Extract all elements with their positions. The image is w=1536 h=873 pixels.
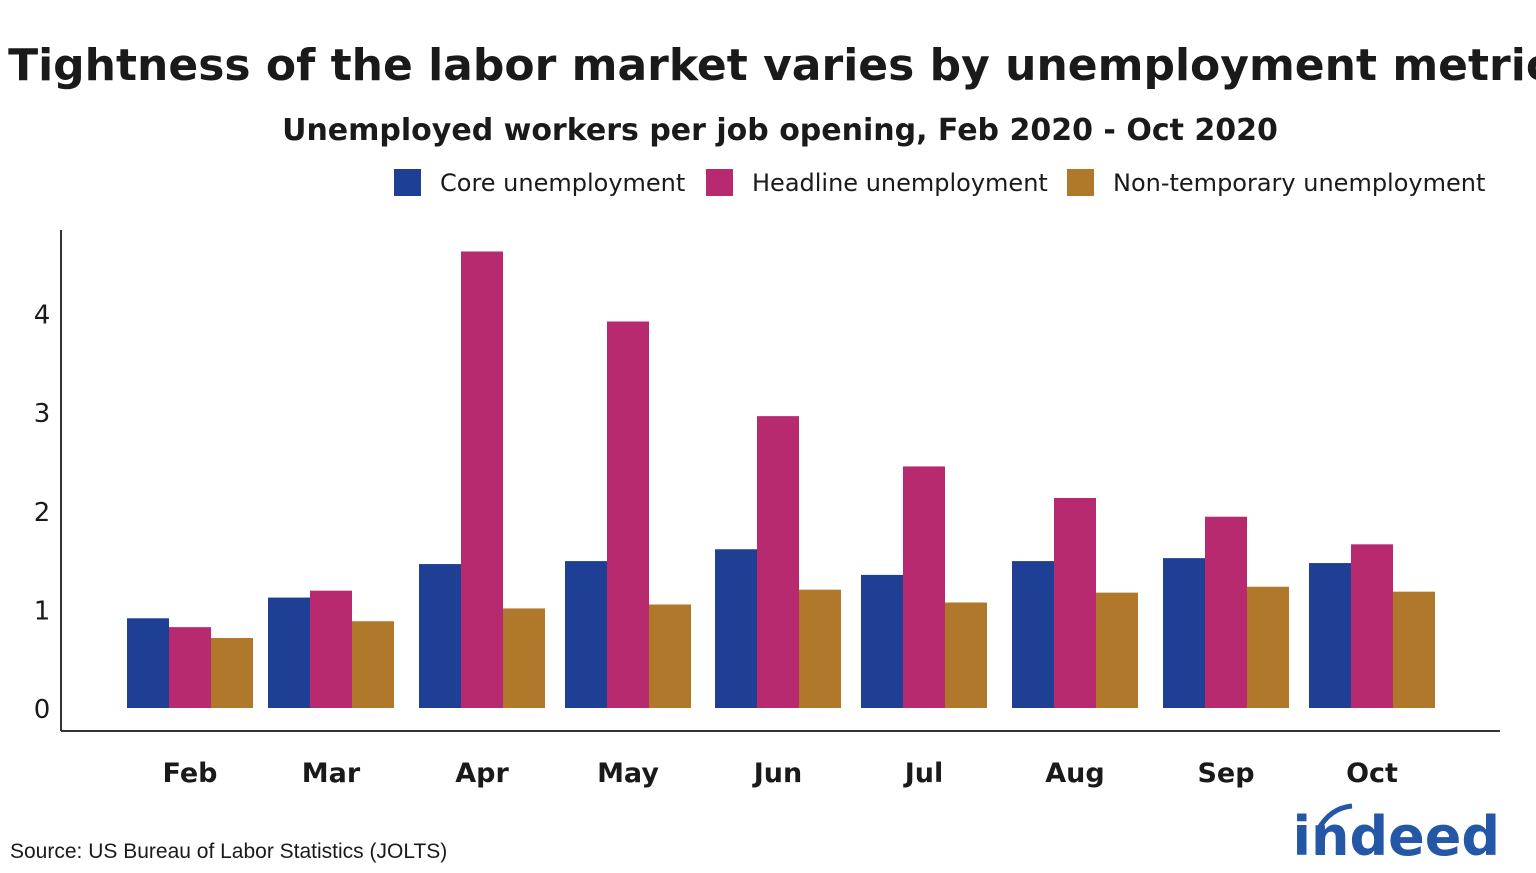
legend-label: Headline unemployment xyxy=(752,169,1048,197)
x-tick-label: Jun xyxy=(752,758,803,789)
legend-swatch xyxy=(394,169,421,196)
bar-aug-series-0 xyxy=(1012,561,1054,708)
bar-oct-series-1 xyxy=(1351,544,1393,708)
bar-sep-series-0 xyxy=(1163,558,1205,708)
y-tick-label: 4 xyxy=(34,301,51,331)
chart-subtitle: Unemployed workers per job opening, Feb … xyxy=(282,113,1278,148)
legend: Core unemployment Headline unemployment No… xyxy=(394,169,1485,197)
bar-jun-series-1 xyxy=(757,416,799,708)
bar-jun-series-2 xyxy=(799,589,841,708)
legend-label: Non-temporary unemployment xyxy=(1113,169,1485,197)
logo-text: indeed xyxy=(1292,805,1500,868)
y-tick-label: 3 xyxy=(34,399,51,429)
bar-aug-series-2 xyxy=(1096,592,1138,708)
y-tick-label: 1 xyxy=(34,596,51,626)
y-tick-label: 2 xyxy=(34,498,51,528)
x-tick-label: Oct xyxy=(1346,758,1398,789)
bar-apr-series-0 xyxy=(419,564,461,708)
bars xyxy=(127,251,1435,708)
logo-arc-icon xyxy=(1315,803,1353,832)
x-tick-label: Aug xyxy=(1045,758,1104,789)
x-axis: Feb Mar Apr May Jun Jul Aug Sep Oct xyxy=(163,758,1399,789)
bar-feb-series-2 xyxy=(211,637,253,708)
bar-apr-series-1 xyxy=(461,251,503,708)
bar-aug-series-1 xyxy=(1054,497,1096,708)
x-tick-label: May xyxy=(597,758,659,789)
bar-may-series-2 xyxy=(649,604,691,708)
bar-sep-series-2 xyxy=(1247,586,1289,708)
chart-title: Tightness of the labor market varies by … xyxy=(8,40,1536,91)
x-tick-label: Apr xyxy=(455,758,509,789)
legend-swatch xyxy=(706,169,733,196)
legend-label: Core unemployment xyxy=(440,169,685,197)
bar-feb-series-1 xyxy=(169,627,211,708)
bar-jul-series-1 xyxy=(903,466,945,708)
indeed-logo: indeed xyxy=(1292,803,1500,868)
x-tick-label: Feb xyxy=(163,758,218,789)
bar-may-series-1 xyxy=(607,321,649,708)
bar-jul-series-0 xyxy=(861,574,903,708)
bar-sep-series-1 xyxy=(1205,516,1247,708)
x-tick-label: Jul xyxy=(903,758,944,789)
bar-mar-series-0 xyxy=(268,597,310,708)
source-note: Source: US Bureau of Labor Statistics (J… xyxy=(10,840,447,863)
bar-oct-series-0 xyxy=(1309,563,1351,708)
bar-feb-series-0 xyxy=(127,618,169,708)
legend-swatch xyxy=(1067,169,1094,196)
bar-jul-series-2 xyxy=(945,602,987,708)
bar-apr-series-2 xyxy=(503,608,545,708)
bar-mar-series-2 xyxy=(352,621,394,708)
x-tick-label: Mar xyxy=(302,758,361,789)
y-tick-label: 0 xyxy=(34,695,51,725)
bar-jun-series-0 xyxy=(715,549,757,708)
bar-mar-series-1 xyxy=(310,590,352,708)
bar-may-series-0 xyxy=(565,561,607,708)
bar-oct-series-2 xyxy=(1393,591,1435,708)
x-tick-label: Sep xyxy=(1197,758,1254,789)
y-axis: 0 1 2 3 4 xyxy=(34,301,51,725)
